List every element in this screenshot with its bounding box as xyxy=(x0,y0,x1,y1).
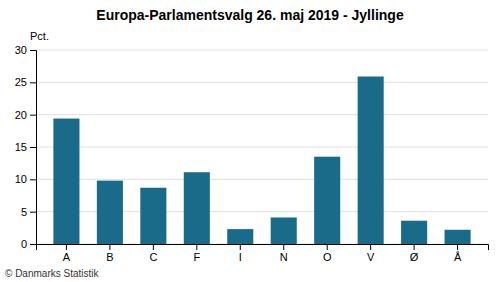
chart: Europa-Parlamentsvalg 26. maj 2019 - Jyl… xyxy=(0,0,500,282)
plot: A B C F I N O V Ø Å 0 5 10 15 20 25 30 xyxy=(15,44,489,263)
tick-mark xyxy=(240,244,241,250)
tick: 5 xyxy=(21,206,36,218)
tick-label: I xyxy=(239,251,242,263)
tick: 25 xyxy=(15,76,36,88)
bar xyxy=(314,157,340,244)
tick-mark xyxy=(370,244,371,250)
grid-line xyxy=(36,114,488,115)
tick-mark xyxy=(414,244,415,250)
bar xyxy=(445,230,471,244)
tick: O xyxy=(323,244,332,263)
tick: 0 xyxy=(21,238,36,250)
tick: A xyxy=(63,244,71,263)
bar xyxy=(227,229,253,244)
tick-mark xyxy=(196,244,197,250)
tick-label: Ø xyxy=(410,251,419,263)
tick-mark xyxy=(30,212,36,213)
tick-mark xyxy=(30,82,36,83)
grid-line xyxy=(36,147,488,148)
tick-label: 15 xyxy=(15,141,27,153)
tick-mark xyxy=(153,244,154,250)
tick: I xyxy=(239,244,242,263)
tick-mark xyxy=(30,50,36,51)
axis-line xyxy=(37,245,489,251)
tick-label: V xyxy=(367,251,375,263)
grid-line xyxy=(36,179,488,180)
tick: 30 xyxy=(15,44,36,56)
tick: 15 xyxy=(15,141,36,153)
bar xyxy=(184,172,210,244)
tick-label: 25 xyxy=(15,76,27,88)
tick-label: A xyxy=(63,251,71,263)
tick-label: 10 xyxy=(15,173,27,185)
bar xyxy=(271,217,297,244)
axis-line xyxy=(30,51,37,245)
tick-label: Å xyxy=(454,251,462,263)
x-axis: ABCFINOVØÅ xyxy=(37,244,489,263)
tick: C xyxy=(149,244,157,263)
tick: Ø xyxy=(410,244,419,263)
bar xyxy=(358,77,384,244)
tick-label: F xyxy=(193,251,200,263)
grid-line xyxy=(36,50,488,51)
tick: F xyxy=(193,244,200,263)
tick-label: B xyxy=(106,251,113,263)
tick-mark xyxy=(30,147,36,148)
tick: 20 xyxy=(15,109,36,121)
tick-mark xyxy=(30,115,36,116)
grid xyxy=(36,50,488,244)
y-axis: 0 5 10 15 20 25 30 xyxy=(15,44,37,250)
tick-label: 20 xyxy=(15,109,27,121)
tick-label: O xyxy=(323,251,332,263)
tick-label: C xyxy=(149,251,157,263)
tick: N xyxy=(280,244,288,263)
grid-line xyxy=(36,82,488,83)
bar xyxy=(401,221,427,244)
tick-mark xyxy=(327,244,328,250)
axis-label: Pct. xyxy=(30,30,49,42)
bar xyxy=(140,188,166,244)
tick: B xyxy=(106,244,113,263)
tick-label: 0 xyxy=(21,238,27,250)
tick-mark xyxy=(109,244,110,250)
tick: Å xyxy=(454,244,462,263)
tick-mark xyxy=(66,244,67,250)
tick-mark xyxy=(457,244,458,250)
title: Europa-Parlamentsvalg 26. maj 2019 - Jyl… xyxy=(96,7,404,23)
tick-label: N xyxy=(280,251,288,263)
tick: 10 xyxy=(15,173,36,185)
bars xyxy=(53,77,470,244)
tick-mark xyxy=(283,244,284,250)
tick-mark xyxy=(30,179,36,180)
tick-label: 5 xyxy=(21,206,27,218)
tick: V xyxy=(367,244,375,263)
tick-label: 30 xyxy=(15,44,27,56)
footer: © Danmarks Statistik xyxy=(5,268,100,279)
tick-mark xyxy=(30,244,36,245)
bar xyxy=(97,181,123,244)
bar xyxy=(53,119,79,244)
